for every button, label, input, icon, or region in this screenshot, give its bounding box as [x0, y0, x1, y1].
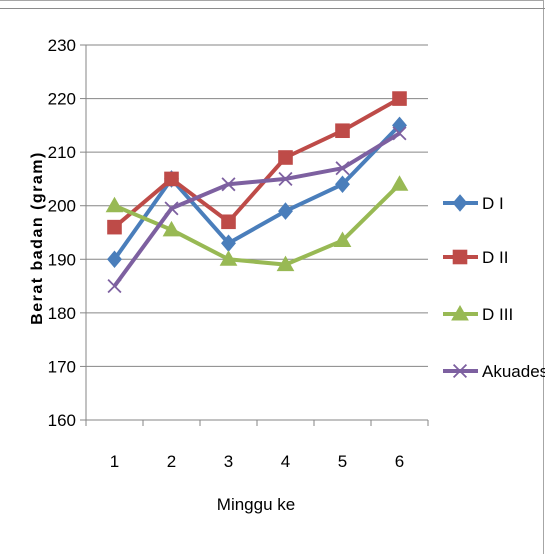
x-tick-label: 3 — [224, 452, 233, 471]
data-point — [221, 214, 236, 230]
data-point — [392, 91, 407, 106]
legend-label: Akuades — [482, 362, 545, 381]
data-point — [335, 123, 350, 139]
x-tick-label: 5 — [338, 452, 347, 471]
x-tick-label: 4 — [281, 452, 290, 471]
axes — [80, 44, 429, 426]
data-point — [162, 220, 181, 237]
data-point — [278, 202, 293, 220]
y-tick-label: 220 — [48, 90, 76, 109]
data-point — [107, 219, 122, 235]
series-line — [113, 182, 401, 267]
y-tick-label: 190 — [48, 250, 76, 269]
x-tick-label: 2 — [167, 452, 176, 471]
y-tick-label: 210 — [48, 143, 76, 162]
legend-item: D III — [443, 304, 513, 324]
x-axis-label: Minggu ke — [217, 495, 295, 514]
data-point — [164, 201, 179, 216]
data-point — [164, 171, 179, 187]
y-tick-labels: 160 170 180 190 200 210 220 230 — [48, 36, 76, 430]
legend-marker — [452, 249, 468, 265]
legend-item: D I — [443, 194, 504, 213]
y-axis-label: Berat badan (gram) — [29, 151, 46, 325]
series-group — [105, 91, 409, 294]
x-tick-label: 1 — [110, 452, 119, 471]
data-point — [278, 171, 293, 186]
legend-item: D II — [443, 248, 508, 267]
legend-label: D I — [482, 194, 504, 213]
data-point — [390, 175, 409, 191]
series-akuades — [107, 126, 407, 294]
data-point — [105, 196, 124, 213]
data-point — [335, 175, 350, 194]
data-point — [107, 279, 122, 294]
legend-label: D II — [482, 248, 508, 267]
y-tick-label: 170 — [48, 357, 76, 376]
legend-marker — [452, 363, 468, 379]
data-point — [219, 250, 238, 266]
data-point — [392, 126, 407, 141]
series-d-ii — [107, 91, 407, 235]
legend-item: Akuades — [443, 362, 545, 381]
y-tick-label: 230 — [48, 36, 76, 55]
y-tick-label: 180 — [48, 304, 76, 323]
series-line — [113, 96, 401, 229]
data-point — [221, 177, 236, 192]
series-line — [112, 123, 401, 261]
legend-label: D III — [482, 305, 513, 324]
data-point — [107, 250, 122, 269]
data-point — [335, 161, 350, 176]
data-point — [333, 231, 352, 248]
series-line — [112, 131, 401, 288]
y-tick-label: 160 — [48, 411, 76, 430]
top-border-line — [0, 8, 545, 9]
series-d-iii — [105, 175, 409, 272]
y-tick-label: 200 — [48, 197, 76, 216]
legend-marker — [452, 194, 468, 212]
x-tick-label: 6 — [395, 452, 404, 471]
series-d-i — [107, 116, 407, 269]
x-tick-labels: 1 2 3 4 5 6 — [110, 452, 404, 471]
legend-marker — [451, 304, 469, 321]
data-point — [278, 150, 293, 165]
legend: D I D II D III Akuades — [443, 194, 545, 381]
data-point — [276, 255, 295, 272]
